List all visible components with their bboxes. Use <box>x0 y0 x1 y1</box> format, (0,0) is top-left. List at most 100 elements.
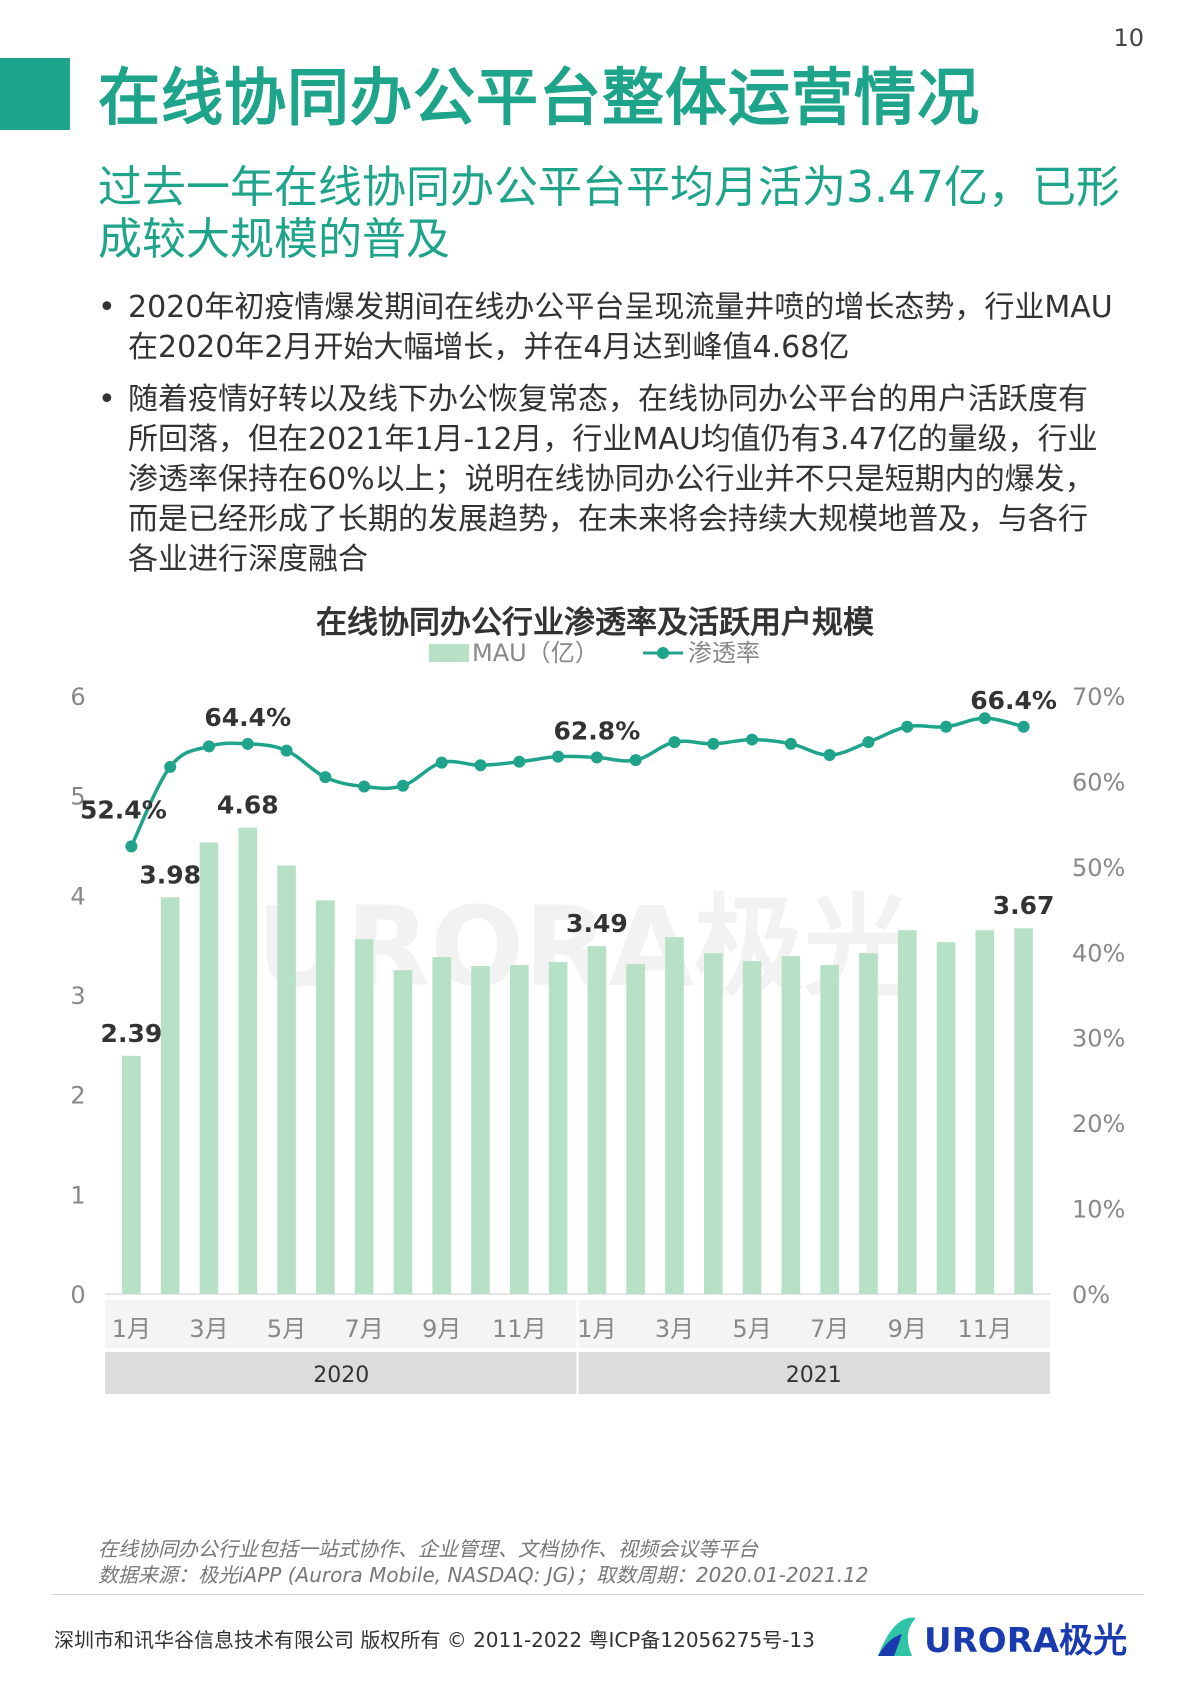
mau-bar <box>975 930 995 1294</box>
penetration-point <box>396 779 409 792</box>
mau-bar <box>122 1055 141 1294</box>
legend-line-label: 渗透率 <box>688 639 760 667</box>
penetration-point <box>629 754 642 767</box>
footnote-source: 数据来源：极光iAPP (Aurora Mobile, NASDAQ: JG)；… <box>98 1563 869 1587</box>
line-value-label: 52.4% <box>80 795 167 824</box>
line-value-label: 66.4% <box>970 686 1057 715</box>
penetration-point <box>164 760 177 773</box>
chart-legend: MAU（亿） 渗透率 <box>429 639 760 667</box>
mau-bar <box>859 953 878 1294</box>
penetration-point <box>590 751 603 764</box>
combo-chart: 在线协同办公行业渗透率及活跃用户规模 MAU（亿） 渗透率 URORA极光 01… <box>70 605 1125 1394</box>
penetration-point <box>668 736 681 749</box>
bullet-list: 2020年初疫情爆发期间在线办公平台呈现流量井喷的增长态势，行业MAU在2020… <box>94 288 1114 592</box>
y-left-tick-label: 1 <box>70 1181 85 1209</box>
x-year-band-2020 <box>105 1352 577 1394</box>
footer-copyright: 深圳市和讯华谷信息技术有限公司 版权所有 © 2011-2022 粤ICP备12… <box>54 1628 815 1652</box>
bullet-item: 2020年初疫情爆发期间在线办公平台呈现流量井喷的增长态势，行业MAU在2020… <box>94 288 1114 368</box>
y-right-tick-label: 10% <box>1072 1196 1125 1224</box>
y-right-tick-label: 70% <box>1072 683 1125 711</box>
x-tick-label: 7月 <box>810 1315 849 1343</box>
penetration-point <box>746 733 759 746</box>
y-left-tick-label: 5 <box>70 783 85 811</box>
mau-bar <box>393 970 413 1294</box>
penetration-point <box>784 737 797 750</box>
penetration-point <box>241 737 254 750</box>
penetration-point <box>474 759 487 772</box>
chart-footnotes: 在线协同办公行业包括一站式协作、企业管理、文档协作、视频会议等平台 数据来源：极… <box>98 1536 869 1588</box>
penetration-point <box>940 720 953 733</box>
x-tick-label: 11月 <box>492 1315 547 1343</box>
mau-bar <box>199 842 219 1294</box>
penetration-point <box>862 736 875 749</box>
mau-bar <box>703 953 723 1294</box>
x-year-band-2021 <box>578 1352 1050 1394</box>
line-value-label: 64.4% <box>204 703 291 732</box>
bar-series <box>122 827 1033 1294</box>
penetration-point <box>707 737 720 750</box>
x-axis: 1月 3月 5月 7月 9月 11月 1月 3月 5月 7月 9月 11月 2020 2021 <box>105 1300 1050 1394</box>
penetration-point <box>513 755 526 768</box>
page-number: 10 <box>1113 24 1144 52</box>
mau-bar <box>471 966 490 1294</box>
mau-bar <box>238 827 258 1294</box>
penetration-point <box>1017 720 1030 733</box>
x-tick-label: 3月 <box>655 1315 694 1343</box>
bar-value-label: 3.49 <box>566 909 628 938</box>
mau-bar <box>354 939 374 1294</box>
x-tick-label: 7月 <box>345 1315 384 1343</box>
x-year-label: 2020 <box>313 1363 369 1388</box>
x-tick-label: 1月 <box>577 1315 616 1343</box>
y-right-tick-label: 60% <box>1072 768 1125 796</box>
x-tick-label: 5月 <box>732 1315 771 1343</box>
aurora-logo-mark-accent <box>878 1634 902 1656</box>
title-accent-bar <box>0 58 70 130</box>
y-right-tick-label: 0% <box>1072 1281 1110 1309</box>
footnote-scope: 在线协同办公行业包括一站式协作、企业管理、文档协作、视频会议等平台 <box>98 1537 758 1561</box>
footer-divider <box>52 1594 1144 1595</box>
y-right-tick-label: 30% <box>1072 1025 1125 1053</box>
mau-bar <box>277 865 296 1294</box>
y-right-tick-label: 20% <box>1072 1110 1125 1138</box>
aurora-logo: URORA极光 <box>878 1617 1127 1661</box>
data-labels: 2.39 3.98 4.68 3.49 3.67 52.4% 64.4% 62.8% 66.4% <box>80 686 1057 1048</box>
x-tick-label: 9月 <box>888 1315 927 1343</box>
x-tick-label: 9月 <box>422 1315 461 1343</box>
bar-value-label: 2.39 <box>101 1019 163 1048</box>
line-value-label: 62.8% <box>554 717 641 746</box>
penetration-point <box>125 840 138 853</box>
penetration-point <box>319 771 332 784</box>
mau-bar <box>1014 928 1033 1294</box>
mau-bar <box>626 964 645 1294</box>
y-left-tick-label: 3 <box>70 982 85 1010</box>
bar-value-label: 3.98 <box>139 860 201 889</box>
penetration-point <box>202 740 215 753</box>
mau-bar <box>316 900 335 1294</box>
mau-bar <box>160 897 180 1294</box>
penetration-point <box>552 750 565 763</box>
penetration-point <box>823 748 836 761</box>
bar-value-label: 3.67 <box>993 891 1055 920</box>
mau-bar <box>936 942 956 1294</box>
y-left-tick-label: 0 <box>70 1281 85 1309</box>
y-axis-left: 0 1 2 3 4 5 6 <box>70 683 85 1309</box>
x-year-label: 2021 <box>786 1363 842 1388</box>
penetration-point <box>901 720 914 733</box>
x-tick-label: 3月 <box>189 1315 228 1343</box>
mau-bar <box>548 962 568 1294</box>
penetration-point <box>978 712 991 725</box>
legend-line-marker <box>657 647 669 659</box>
bullet-item: 随着疫情好转以及线下办公恢复常态，在线协同办公平台的用户活跃度有所回落，但在20… <box>94 380 1114 580</box>
mau-bar <box>587 946 607 1294</box>
penetration-point <box>435 756 448 769</box>
line-series <box>125 712 1030 853</box>
y-right-tick-label: 50% <box>1072 854 1125 882</box>
x-month-band-2020 <box>105 1300 577 1348</box>
mau-bar <box>820 965 839 1294</box>
legend-bar-label: MAU（亿） <box>472 639 599 667</box>
y-left-tick-label: 4 <box>70 882 85 910</box>
y-left-tick-label: 6 <box>70 683 85 711</box>
page-subtitle: 过去一年在线协同办公平台平均月活为3.47亿，已形成较大规模的普及 <box>98 162 1120 265</box>
penetration-point <box>280 744 293 757</box>
mau-bar <box>432 957 452 1294</box>
